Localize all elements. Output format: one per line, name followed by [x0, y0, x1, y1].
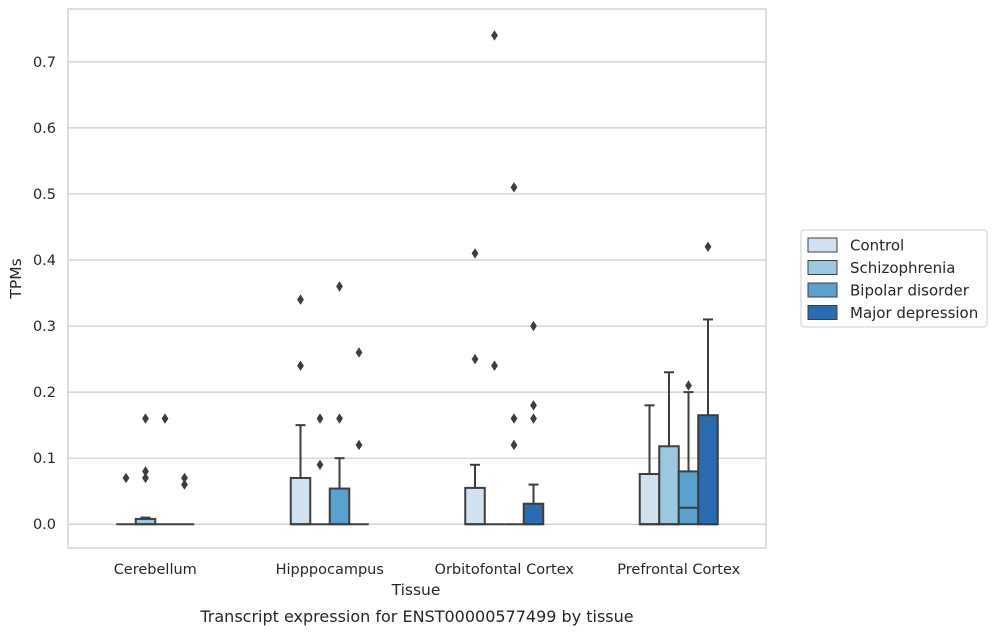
outlier-point [336, 413, 343, 424]
box-orbitofontal-cortex-schizophrenia [484, 30, 505, 526]
outlier-point [181, 472, 188, 484]
box-body [328, 487, 351, 526]
y-tick-label: 0.4 [33, 253, 56, 269]
legend-label: Bipolar disorder [850, 282, 970, 300]
x-tick-label: Prefrontal Cortex [617, 562, 740, 578]
legend-swatch [807, 305, 838, 320]
y-tick-label: 0.7 [33, 55, 56, 71]
legend-swatch [807, 282, 838, 298]
box-prefrontal-cortex-control [638, 404, 661, 526]
x-axis-ticks: Cerebellum Hipppocampus Orbitofontal Corte… [114, 562, 741, 578]
box-body [522, 502, 545, 526]
box-body [464, 486, 486, 526]
box-body [677, 470, 700, 526]
box-body [638, 473, 661, 526]
outlier-point [142, 466, 149, 477]
outlier-point [316, 413, 324, 424]
outlier-point [122, 472, 130, 484]
box-prefrontal-cortex-schizophrenia [658, 371, 680, 526]
outlier-point [142, 472, 149, 484]
legend-label: Schizophrenia [850, 259, 955, 277]
box-body [289, 476, 312, 526]
outlier-point [704, 241, 712, 252]
outlier-point [491, 360, 498, 371]
x-tick-label: Orbitofontal Cortex [435, 562, 575, 578]
box-orbitofontal-cortex-control [464, 248, 486, 526]
outlier-point [471, 353, 479, 365]
y-tick-label: 0.1 [33, 451, 56, 467]
box-hipppocampus-bipolar-disorder [328, 281, 351, 526]
outlier-point [510, 439, 518, 451]
outlier-point [355, 439, 363, 451]
box-body [658, 445, 680, 526]
box-hipppocampus-control [289, 294, 312, 526]
x-tick-label: Hipppocampus [276, 562, 384, 578]
box-cerebellum-bipolar-disorder [155, 413, 175, 526]
box-cerebellum-schizophrenia [134, 413, 157, 526]
outlier-point [685, 380, 692, 391]
outlier-point [297, 360, 304, 371]
y-tick-label: 0.5 [33, 187, 56, 203]
y-axis-label: TPMs [7, 258, 25, 299]
legend-frame [800, 229, 988, 328]
y-axis-ticks: 0.0 0.1 0.2 0.3 0.4 0.5 0.6 0.7 [33, 55, 56, 533]
y-tick-label: 0.3 [33, 319, 56, 335]
outlier-point [161, 413, 169, 424]
outlier-point [316, 459, 324, 470]
outlier-point [142, 413, 149, 424]
box-prefrontal-cortex-major-depression [697, 241, 719, 526]
outlier-point [181, 479, 188, 490]
box-hipppocampus-major-depression [349, 347, 369, 526]
legend-swatch [807, 237, 838, 253]
outlier-point [336, 281, 343, 292]
box-body [697, 414, 719, 526]
plot-frame [67, 8, 767, 549]
outlier-point [530, 400, 537, 411]
legend-label: Major depression [850, 304, 978, 322]
legend-label: Control [850, 237, 904, 255]
legend-swatch [807, 260, 838, 275]
outlier-point [530, 413, 537, 424]
legend: Control Schizophrenia Bipolar disorder Majo… [800, 229, 988, 328]
y-tick-label: 0.6 [33, 121, 56, 137]
x-axis-label: Tissue [391, 581, 441, 599]
box-cerebellum-major-depression [174, 472, 195, 526]
box-orbitofontal-cortex-major-depression [522, 320, 545, 526]
outlier-point [510, 413, 518, 424]
box-plot-boxes [116, 30, 719, 526]
grid-lines [68, 61, 766, 525]
box-hipppocampus-schizophrenia [310, 413, 330, 526]
x-tick-label: Cerebellum [114, 562, 197, 578]
box-prefrontal-cortex-bipolar-disorder [677, 380, 700, 526]
box-orbitofontal-cortex-bipolar-disorder [504, 182, 524, 526]
y-tick-label: 0.0 [33, 517, 56, 533]
box-cerebellum-control [116, 472, 136, 526]
outlier-point [355, 347, 363, 358]
outlier-point [510, 182, 518, 193]
outlier-point [297, 294, 304, 305]
outlier-point [530, 320, 537, 332]
outlier-point [471, 248, 479, 259]
outlier-point [491, 30, 498, 41]
y-tick-label: 0.2 [33, 385, 56, 401]
figure-caption: Transcript expression for ENST0000057749… [199, 607, 633, 626]
